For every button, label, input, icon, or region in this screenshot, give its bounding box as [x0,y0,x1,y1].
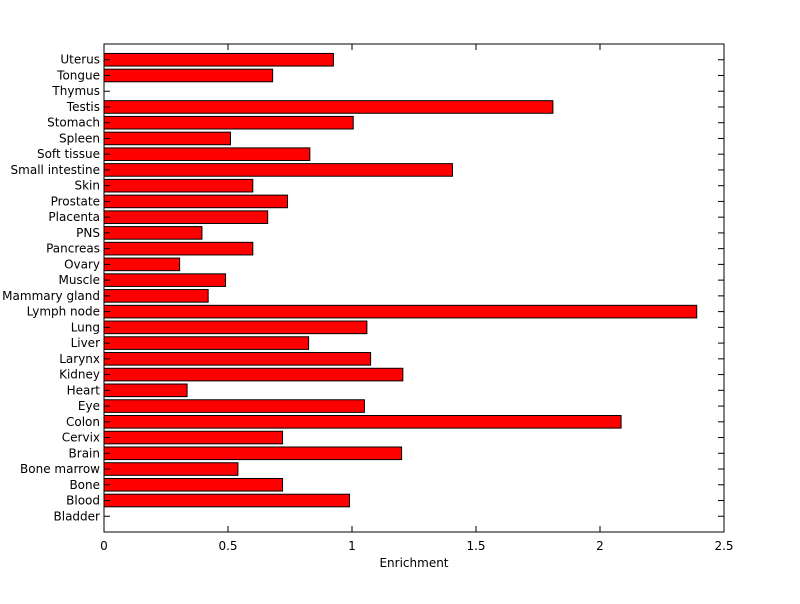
bar [103,336,310,350]
bar [103,320,368,335]
y-tick-label: Cervix [62,431,100,445]
bar [103,477,284,492]
y-tick-label: Lymph node [27,305,100,319]
y-tick-label: Bone [69,478,100,492]
bar [103,383,188,398]
bar [103,367,404,382]
bar [103,226,203,240]
y-tick-label: Larynx [59,352,100,366]
bar [103,194,289,209]
bar [103,493,351,508]
plot-frame [103,43,725,533]
bar [103,289,209,303]
bar [103,100,554,114]
y-tick-label: Small intestine [11,163,100,177]
x-tick-label: 2.5 [714,539,733,553]
y-tick-label: Tongue [56,68,100,82]
y-tick-label: Lung [71,320,100,334]
bar [103,446,403,461]
x-tick-label: 1 [348,539,356,553]
bar [103,68,274,83]
y-tick-label: Eye [78,399,100,413]
y-tick-label: Skin [74,179,100,193]
y-tick-label: PNS [76,226,100,240]
bar [103,257,181,272]
x-axis-label: Enrichment [379,556,448,570]
bar [103,147,311,161]
y-tick-label: Prostate [51,194,100,208]
y-tick-label: Bone marrow [20,462,100,476]
bar [103,430,284,445]
y-tick-label: Kidney [59,368,100,382]
y-tick-label: Liver [71,336,101,350]
bar [103,163,453,177]
x-tick-label: 2 [596,539,604,553]
y-tick-label: Bladder [54,509,101,523]
bar [103,115,354,130]
y-tick-label: Muscle [58,273,100,287]
y-tick-label: Ovary [64,257,100,271]
y-tick-label: Pancreas [46,242,100,256]
y-tick-label: Testis [66,100,100,114]
bar [103,399,365,413]
bar [103,131,231,146]
bar [103,352,372,366]
bar [103,273,227,287]
y-tick-label: Placenta [48,210,100,224]
y-tick-label: Stomach [47,116,100,130]
y-tick-label: Brain [69,446,100,460]
y-tick-label: Colon [66,415,100,429]
y-tick-label: Blood [66,494,100,508]
y-tick-label: Thymus [51,84,100,98]
y-tick-label: Spleen [59,131,100,145]
bar [103,52,334,67]
y-tick-label: Uterus [60,53,100,67]
x-tick-label: 1.5 [466,539,485,553]
bar [103,210,269,224]
y-tick-label: Soft tissue [37,147,100,161]
bar [103,462,239,476]
bar [103,415,622,429]
x-tick-label: 0.5 [218,539,237,553]
y-tick-label: Heart [67,383,101,397]
bar [103,178,254,193]
x-tick-label: 0 [100,539,108,553]
bar [103,304,698,319]
bar [103,241,254,256]
y-tick-label: Mammary gland [2,289,100,303]
